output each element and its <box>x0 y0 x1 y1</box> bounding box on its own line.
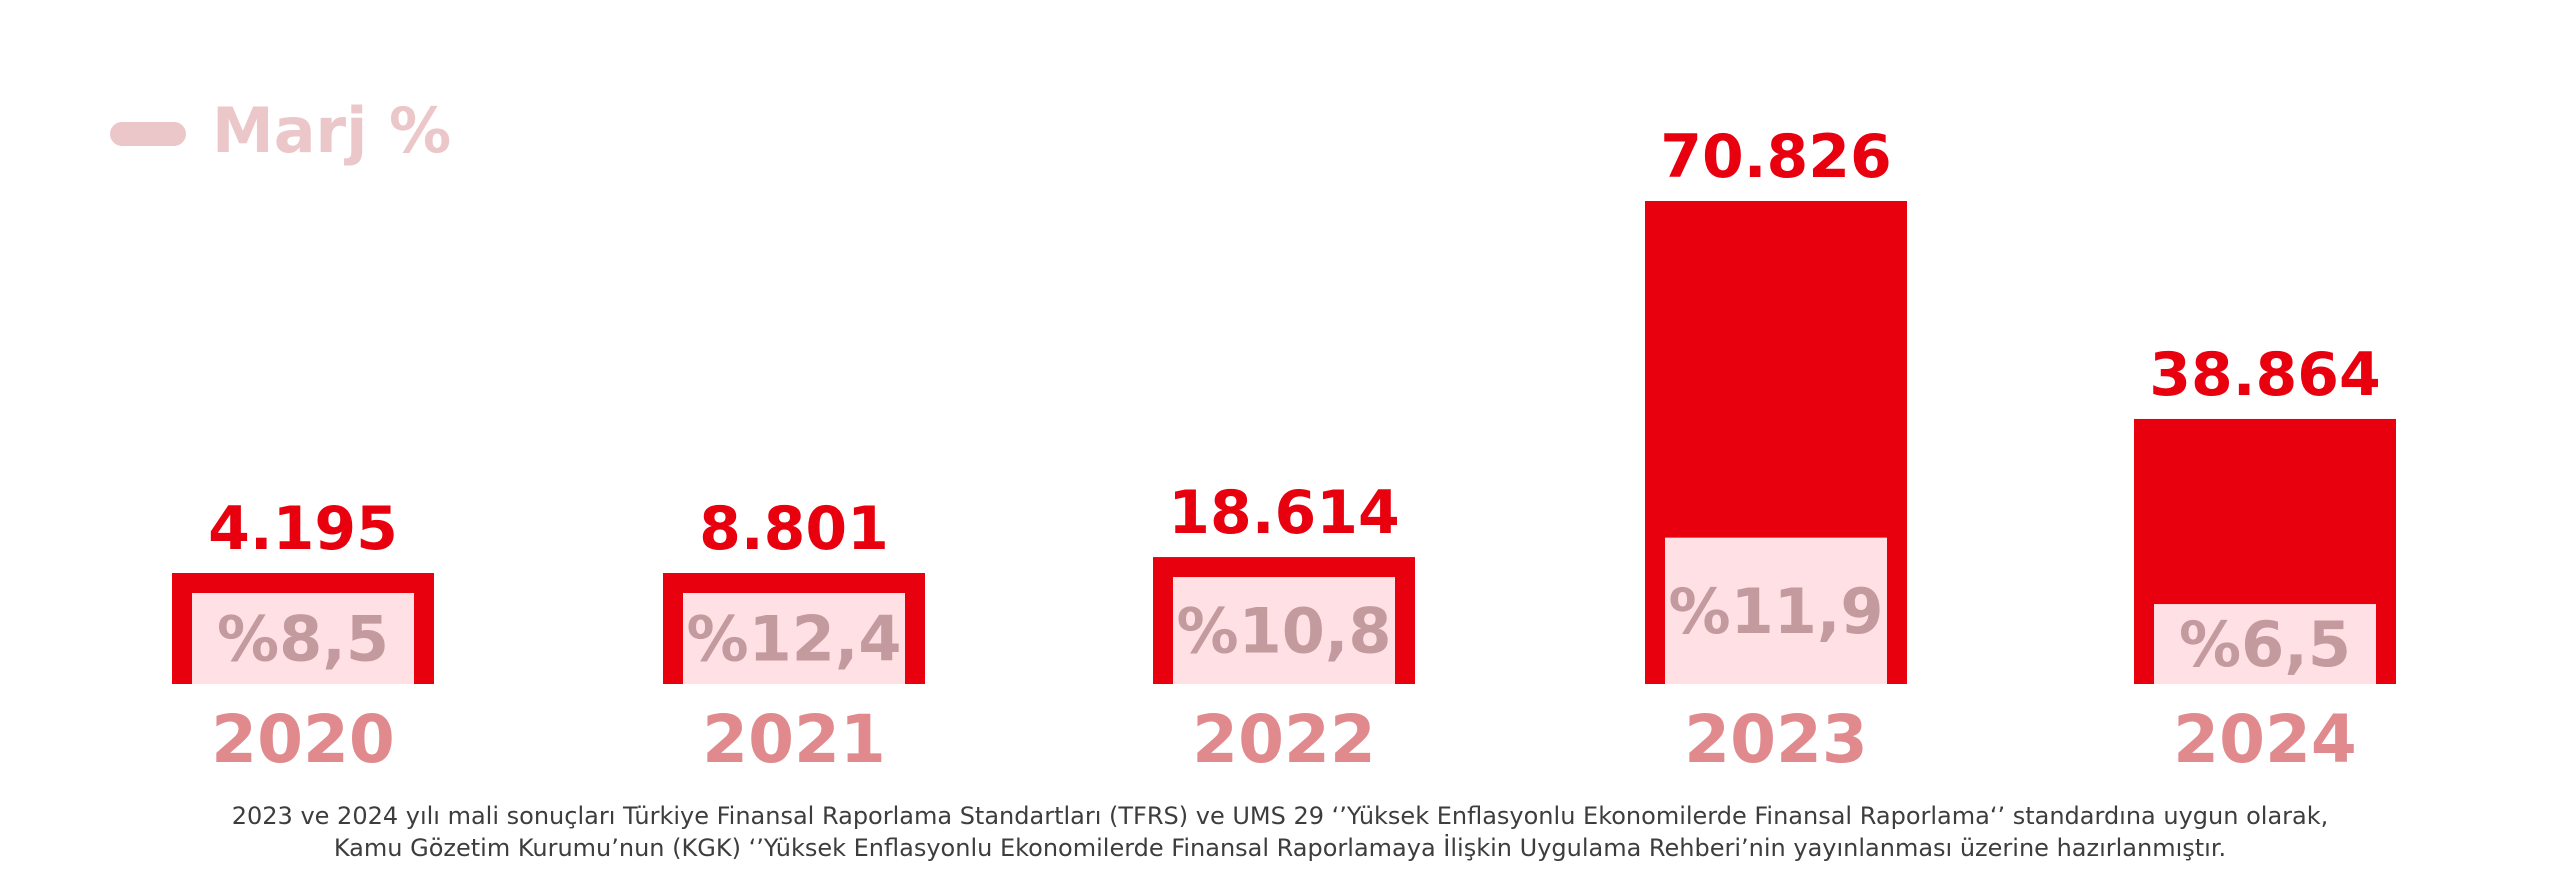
margin-label-2021: %12,4 <box>686 603 901 676</box>
footnote-line-1: 2023 ve 2024 yılı mali sonuçları Türkiye… <box>231 802 2329 830</box>
legend-swatch <box>110 122 186 146</box>
value-label-2022: 18.614 <box>1168 478 1400 548</box>
legend-label: Marj % <box>212 94 451 167</box>
legend: Marj % <box>110 94 451 167</box>
year-label-2021: 2021 <box>702 701 886 778</box>
value-label-2023: 70.826 <box>1660 122 1892 192</box>
value-label-2020: 4.195 <box>208 494 398 564</box>
value-label-2024: 38.864 <box>2149 340 2381 410</box>
margin-label-2023: %11,9 <box>1668 575 1883 648</box>
margin-label-2020: %8,5 <box>217 603 389 676</box>
margin-area-2022 <box>1173 577 1395 684</box>
year-label-2023: 2023 <box>1684 701 1868 778</box>
margin-area-2024 <box>2154 604 2376 684</box>
year-label-2024: 2024 <box>2173 701 2357 778</box>
footnote: 2023 ve 2024 yılı mali sonuçları Türkiye… <box>180 800 2380 864</box>
margin-area-2020 <box>192 593 414 684</box>
bars-group: %8,5 4.195 2020 %12,4 8.801 2021 %10,8 18.614 20… <box>172 122 2396 778</box>
margin-area-2021 <box>683 593 905 684</box>
footnote-line-2: Kamu Gözetim Kurumu’nun (KGK) ‘’Yüksek E… <box>333 834 2227 862</box>
margin-area-2023 <box>1665 537 1887 684</box>
year-label-2020: 2020 <box>211 701 395 778</box>
margin-label-2024: %6,5 <box>2179 608 2351 681</box>
margin-label-2022: %10,8 <box>1176 595 1391 668</box>
year-label-2022: 2022 <box>1192 701 1376 778</box>
value-label-2021: 8.801 <box>699 494 889 564</box>
